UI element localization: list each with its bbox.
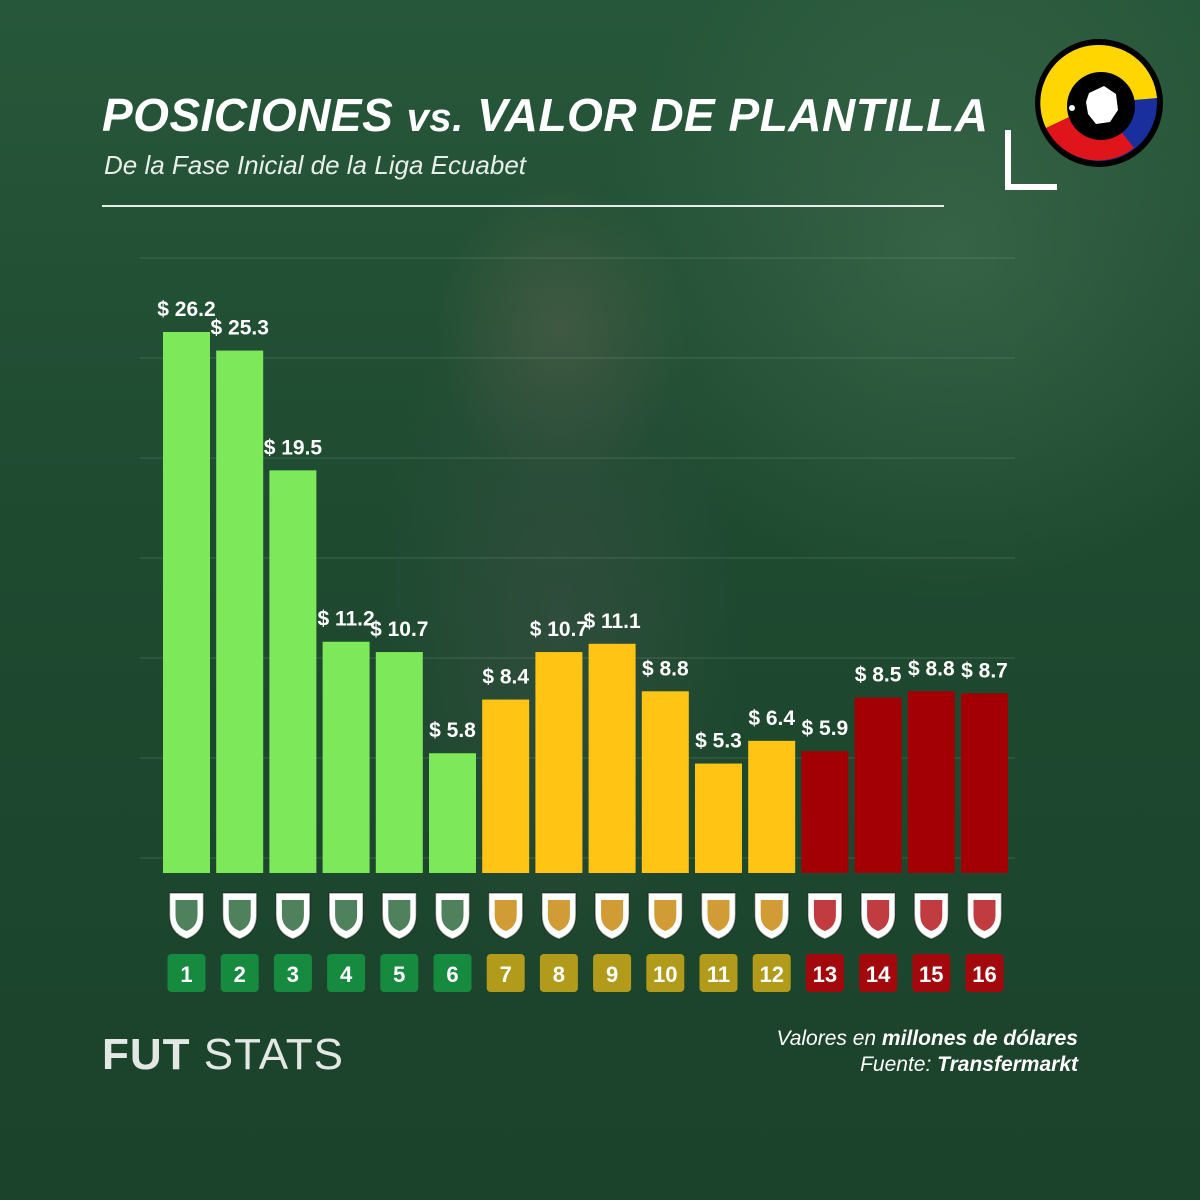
team-crest-icon (381, 892, 418, 940)
position-label: 14 (866, 962, 891, 987)
value-label: $ 5.8 (429, 719, 476, 742)
position-label: 10 (653, 962, 677, 987)
brand-logo: FUT STATS (102, 1030, 344, 1080)
position-badge (752, 954, 791, 992)
bar-7 (482, 699, 530, 873)
position-badge (486, 954, 525, 992)
position-badge (699, 954, 738, 992)
ecuador-flag-logo-icon (1035, 39, 1163, 167)
bar-14 (854, 697, 902, 873)
position-label: 8 (553, 962, 565, 987)
team-crest-icon (275, 892, 311, 940)
value-label: $ 25.3 (211, 317, 269, 340)
brand-bold: FUT (102, 1030, 191, 1079)
value-label: $ 10.7 (530, 618, 588, 641)
source-note: Valores en millones de dólares Fuente: T… (776, 1026, 1078, 1078)
bar-2 (216, 350, 264, 873)
value-label: $ 11.1 (583, 610, 641, 633)
units-note: Valores en millones de dólares (776, 1026, 1078, 1052)
brand-rest: STATS (190, 1030, 345, 1079)
value-label: $ 10.7 (370, 618, 428, 641)
team-crest-icon (807, 892, 843, 940)
bar-13 (801, 751, 849, 873)
chart-title: POSICIONES vs. VALOR DE PLANTILLA (102, 88, 989, 142)
value-label: $ 26.2 (157, 298, 215, 321)
bar-10 (641, 691, 689, 873)
bar-16 (961, 693, 1008, 873)
position-badge (167, 954, 206, 992)
position-label: 11 (707, 962, 730, 987)
position-badge (965, 954, 1004, 992)
value-label: $ 8.7 (961, 659, 1008, 682)
chart-subtitle: De la Fase Inicial de la Liga Ecuabet (104, 150, 527, 180)
team-crest-icon (328, 892, 364, 940)
position-badge (805, 954, 844, 992)
l-logo-icon (1005, 130, 1057, 190)
title-divider (102, 205, 944, 207)
position-badge (220, 954, 259, 992)
position-label: 6 (446, 962, 458, 987)
bar-5 (375, 652, 423, 873)
value-label: $ 8.5 (855, 663, 902, 686)
team-crest-icon (860, 892, 896, 940)
title-part2: VALOR DE PLANTILLA (463, 89, 989, 141)
position-badge (380, 954, 419, 992)
bar-8 (535, 652, 583, 873)
value-label: $ 8.4 (482, 666, 529, 689)
bar-6 (429, 753, 476, 873)
title-part1: POSICIONES (102, 89, 407, 141)
position-badge (859, 954, 898, 992)
team-crest-icon (966, 892, 1003, 940)
title-vs: vs. (406, 96, 464, 140)
bar-12 (748, 740, 796, 873)
source-bold: Transfermarkt (937, 1053, 1078, 1076)
team-crest-icon (647, 892, 684, 940)
team-crest-icon (594, 892, 630, 940)
position-badge (593, 954, 632, 992)
position-badge (433, 954, 472, 992)
value-label: $ 6.4 (748, 707, 795, 730)
source-prefix: Fuente: (860, 1053, 938, 1076)
position-label: 5 (393, 962, 405, 987)
source-line: Fuente: Transfermarkt (776, 1052, 1078, 1078)
value-label: $ 8.8 (908, 657, 955, 680)
bar-3 (269, 470, 317, 873)
position-badge (327, 954, 366, 992)
position-label: 12 (759, 962, 783, 987)
team-crest-icon (541, 892, 577, 940)
position-badge (646, 954, 685, 992)
value-label: $ 11.2 (317, 608, 374, 631)
units-bold: millones de dólares (881, 1027, 1078, 1050)
bar-1 (163, 332, 210, 873)
team-crest-icon (487, 892, 524, 940)
team-crest-icon (700, 892, 737, 940)
bar-4 (322, 641, 370, 873)
position-label: 2 (234, 962, 246, 987)
team-crest-icon (221, 892, 258, 940)
position-badge (273, 954, 312, 992)
team-crest-icon (434, 892, 471, 940)
value-label: $ 5.9 (802, 717, 849, 740)
position-label: 7 (500, 962, 512, 987)
bar-11 (695, 763, 742, 873)
position-label: 13 (813, 962, 837, 987)
bar-9 (588, 643, 636, 873)
value-label: $ 19.5 (264, 436, 323, 459)
units-prefix: Valores en (776, 1027, 882, 1050)
position-label: 3 (287, 962, 299, 987)
position-badge (539, 954, 578, 992)
position-label: 4 (340, 962, 353, 987)
position-label: 9 (606, 962, 618, 987)
value-label: $ 8.8 (642, 657, 689, 680)
position-label: 15 (919, 962, 943, 987)
team-crest-icon (168, 892, 205, 940)
position-label: 16 (972, 962, 996, 987)
value-label: $ 5.3 (695, 730, 742, 753)
position-badge (912, 954, 951, 992)
position-label: 1 (180, 962, 192, 987)
team-crest-icon (913, 892, 950, 940)
team-crest-icon (753, 892, 790, 940)
bar-15 (907, 691, 955, 873)
